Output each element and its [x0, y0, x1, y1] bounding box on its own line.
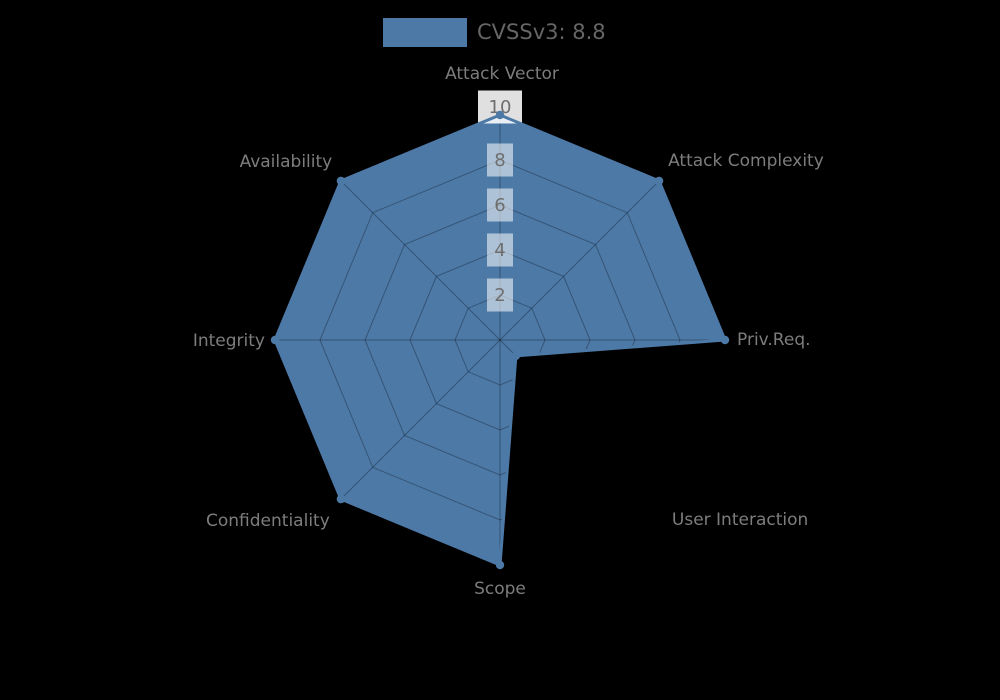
grid-spoke: [340, 180, 501, 341]
grid-spoke: [499, 180, 660, 341]
legend-label: CVSSv3: 8.8: [477, 20, 606, 44]
radar-marker-user-interaction: [511, 351, 521, 361]
tick-box: [487, 233, 513, 267]
tick-label: 6: [494, 195, 505, 216]
axis-label-attack-complexity: Attack Complexity: [668, 151, 824, 171]
radar-marker-attack-vector: [495, 110, 505, 120]
axis-label-attack-vector: Attack Vector: [445, 64, 559, 84]
tick-label: 10: [489, 97, 512, 118]
tick-label: 4: [494, 240, 505, 261]
radar-marker-attack-complexity: [654, 176, 664, 186]
axis-label-confidentiality: Confidentiality: [206, 511, 330, 531]
grid-spoke: [340, 339, 501, 500]
radar-marker-integrity: [270, 335, 280, 345]
grid-spoke: [499, 339, 660, 500]
tick-label: 2: [494, 285, 505, 306]
radar-fill: [275, 115, 725, 565]
axis-label-priv-req: Priv.Req.: [737, 330, 811, 350]
axis-label-integrity: Integrity: [193, 331, 265, 351]
tick-box: [487, 278, 513, 312]
tick-box: [487, 188, 513, 222]
radar-marker-priv-req: [720, 335, 730, 345]
legend: CVSSv3: 8.8: [383, 18, 606, 47]
grid-ring: [319, 159, 681, 521]
tick-box: [487, 143, 513, 177]
axis-label-availability: Availability: [240, 152, 333, 172]
legend-swatch: [383, 18, 467, 47]
axis-label-user-interaction: User Interaction: [672, 510, 808, 530]
axis-label-scope: Scope: [474, 579, 526, 599]
grid-ring: [454, 294, 546, 386]
grid-ring: [364, 204, 636, 476]
radar-marker-scope: [495, 560, 505, 570]
tick-label: 8: [494, 150, 505, 171]
radar-marker-availability: [336, 176, 346, 186]
radar-marker-confidentiality: [336, 494, 346, 504]
grid-ring: [409, 249, 591, 431]
